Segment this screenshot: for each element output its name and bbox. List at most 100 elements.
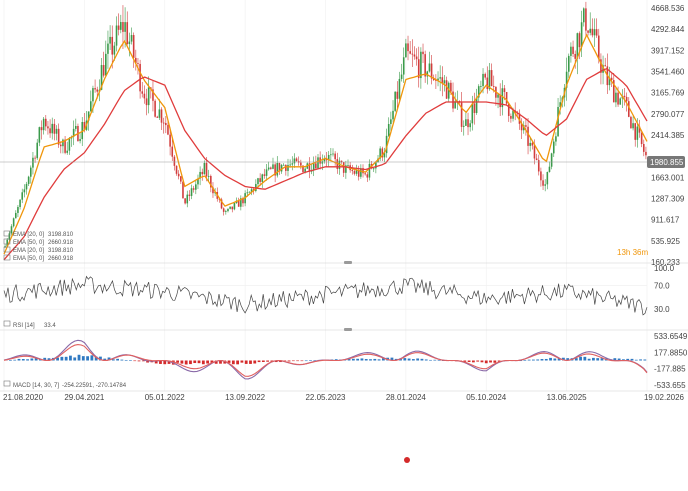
candle-body [400,74,403,79]
candle-body [482,73,484,87]
candle-body [90,101,92,112]
rsi-resize-handle[interactable] [344,261,352,264]
candle-body [152,89,154,101]
candle-body [242,198,244,204]
macd-hist-bar [351,358,355,361]
candle-body [441,77,444,84]
price-tick-label: 1663.001 [651,173,685,182]
settings-icon[interactable] [3,320,11,327]
macd-hist-bar [107,357,111,361]
macd-hist-bar [617,358,621,361]
candle-body [548,166,551,172]
candle-body [357,170,360,177]
macd-hist-bar [296,360,300,362]
candle-body [585,8,587,31]
rsi-panel: 100.0 70.0 30.0 [0,264,675,316]
candle-body [182,181,184,199]
candle-body [623,95,626,97]
candle-body [100,65,103,90]
price-tick-label: 4668.536 [651,4,685,13]
macd-hist-bar [562,357,565,361]
candle-body [398,78,401,99]
candle-body [212,187,214,194]
candle-body [109,36,111,44]
macd-hist-bar [471,360,475,363]
settings-icon[interactable] [3,246,11,253]
candle-body [437,78,439,81]
candle-body [12,218,15,227]
candle-body [250,189,253,192]
macd-hist-bar [210,360,214,363]
candle-body [190,188,193,196]
macd-hist-bar [437,360,441,361]
candle-body [55,128,58,134]
macd-hist-bar [111,359,115,361]
candle-body [293,158,296,164]
macd-hist-bar [141,360,145,362]
candle-body [604,65,607,67]
candle-body [612,80,615,103]
macd-tick-label: 177.8850 [654,348,688,357]
candle-body [593,29,596,36]
candle-body [117,25,120,30]
candle-body [51,123,54,134]
rsi-label: RSI [14] [13,323,35,329]
macd-hist-bar [390,357,394,361]
candle-body [392,110,394,120]
candle-body [467,119,469,128]
candle-body [345,165,347,173]
candle-body [32,157,34,168]
legend-value: 3198.810 [48,248,74,254]
candle-body [471,103,474,124]
candle-body [8,233,11,240]
candle-body [630,116,632,129]
candle-body [270,167,272,169]
candle-body [552,141,555,154]
candle-body [610,77,613,81]
candle-body [36,142,39,159]
settings-icon[interactable] [3,254,11,261]
macd-resize-handle[interactable] [344,328,352,331]
macd-hist-bar [249,360,252,364]
candle-body [589,28,592,33]
settings-icon[interactable] [3,230,11,237]
macd-hist-bar [69,355,72,361]
candles [4,1,647,248]
candle-body [372,168,375,170]
ema-20-line [3,33,648,255]
candle-body [578,33,581,48]
macd-hist-bar [497,360,501,362]
macd-hist-bar [549,357,552,361]
candle-body [317,157,319,169]
macd-hist-bar [30,358,34,361]
candle-body [574,53,576,59]
settings-icon[interactable] [3,380,11,387]
candle-body [570,46,572,56]
price-tick-label: 1287.309 [651,194,685,203]
candle-body [484,73,486,78]
macd-hist-bar [120,359,124,361]
macd-hist-bar [287,360,291,362]
settings-icon[interactable] [3,238,11,245]
candle-body [407,43,409,52]
candle-body [525,125,527,127]
macd-hist-bar [463,360,467,362]
candle-body [257,178,259,185]
macd-hist-bar [300,360,304,362]
candle-body [576,33,579,59]
legend-value: 3198.810 [48,232,74,238]
macd-hist-bar [124,360,128,361]
ema-50-line [3,67,648,261]
candle-body [342,162,345,173]
candle-body [381,148,384,158]
candle-body [507,103,510,116]
candle-body [47,126,49,129]
candle-body [263,174,266,176]
candle-body [327,154,330,161]
macd-hist-bar [476,360,480,362]
candle-body [128,41,131,45]
x-tick-label: 05.01.2022 [145,393,186,402]
macd-hist-bar [133,360,137,362]
macd-values: -254.22591, -270.14784 [62,383,127,389]
